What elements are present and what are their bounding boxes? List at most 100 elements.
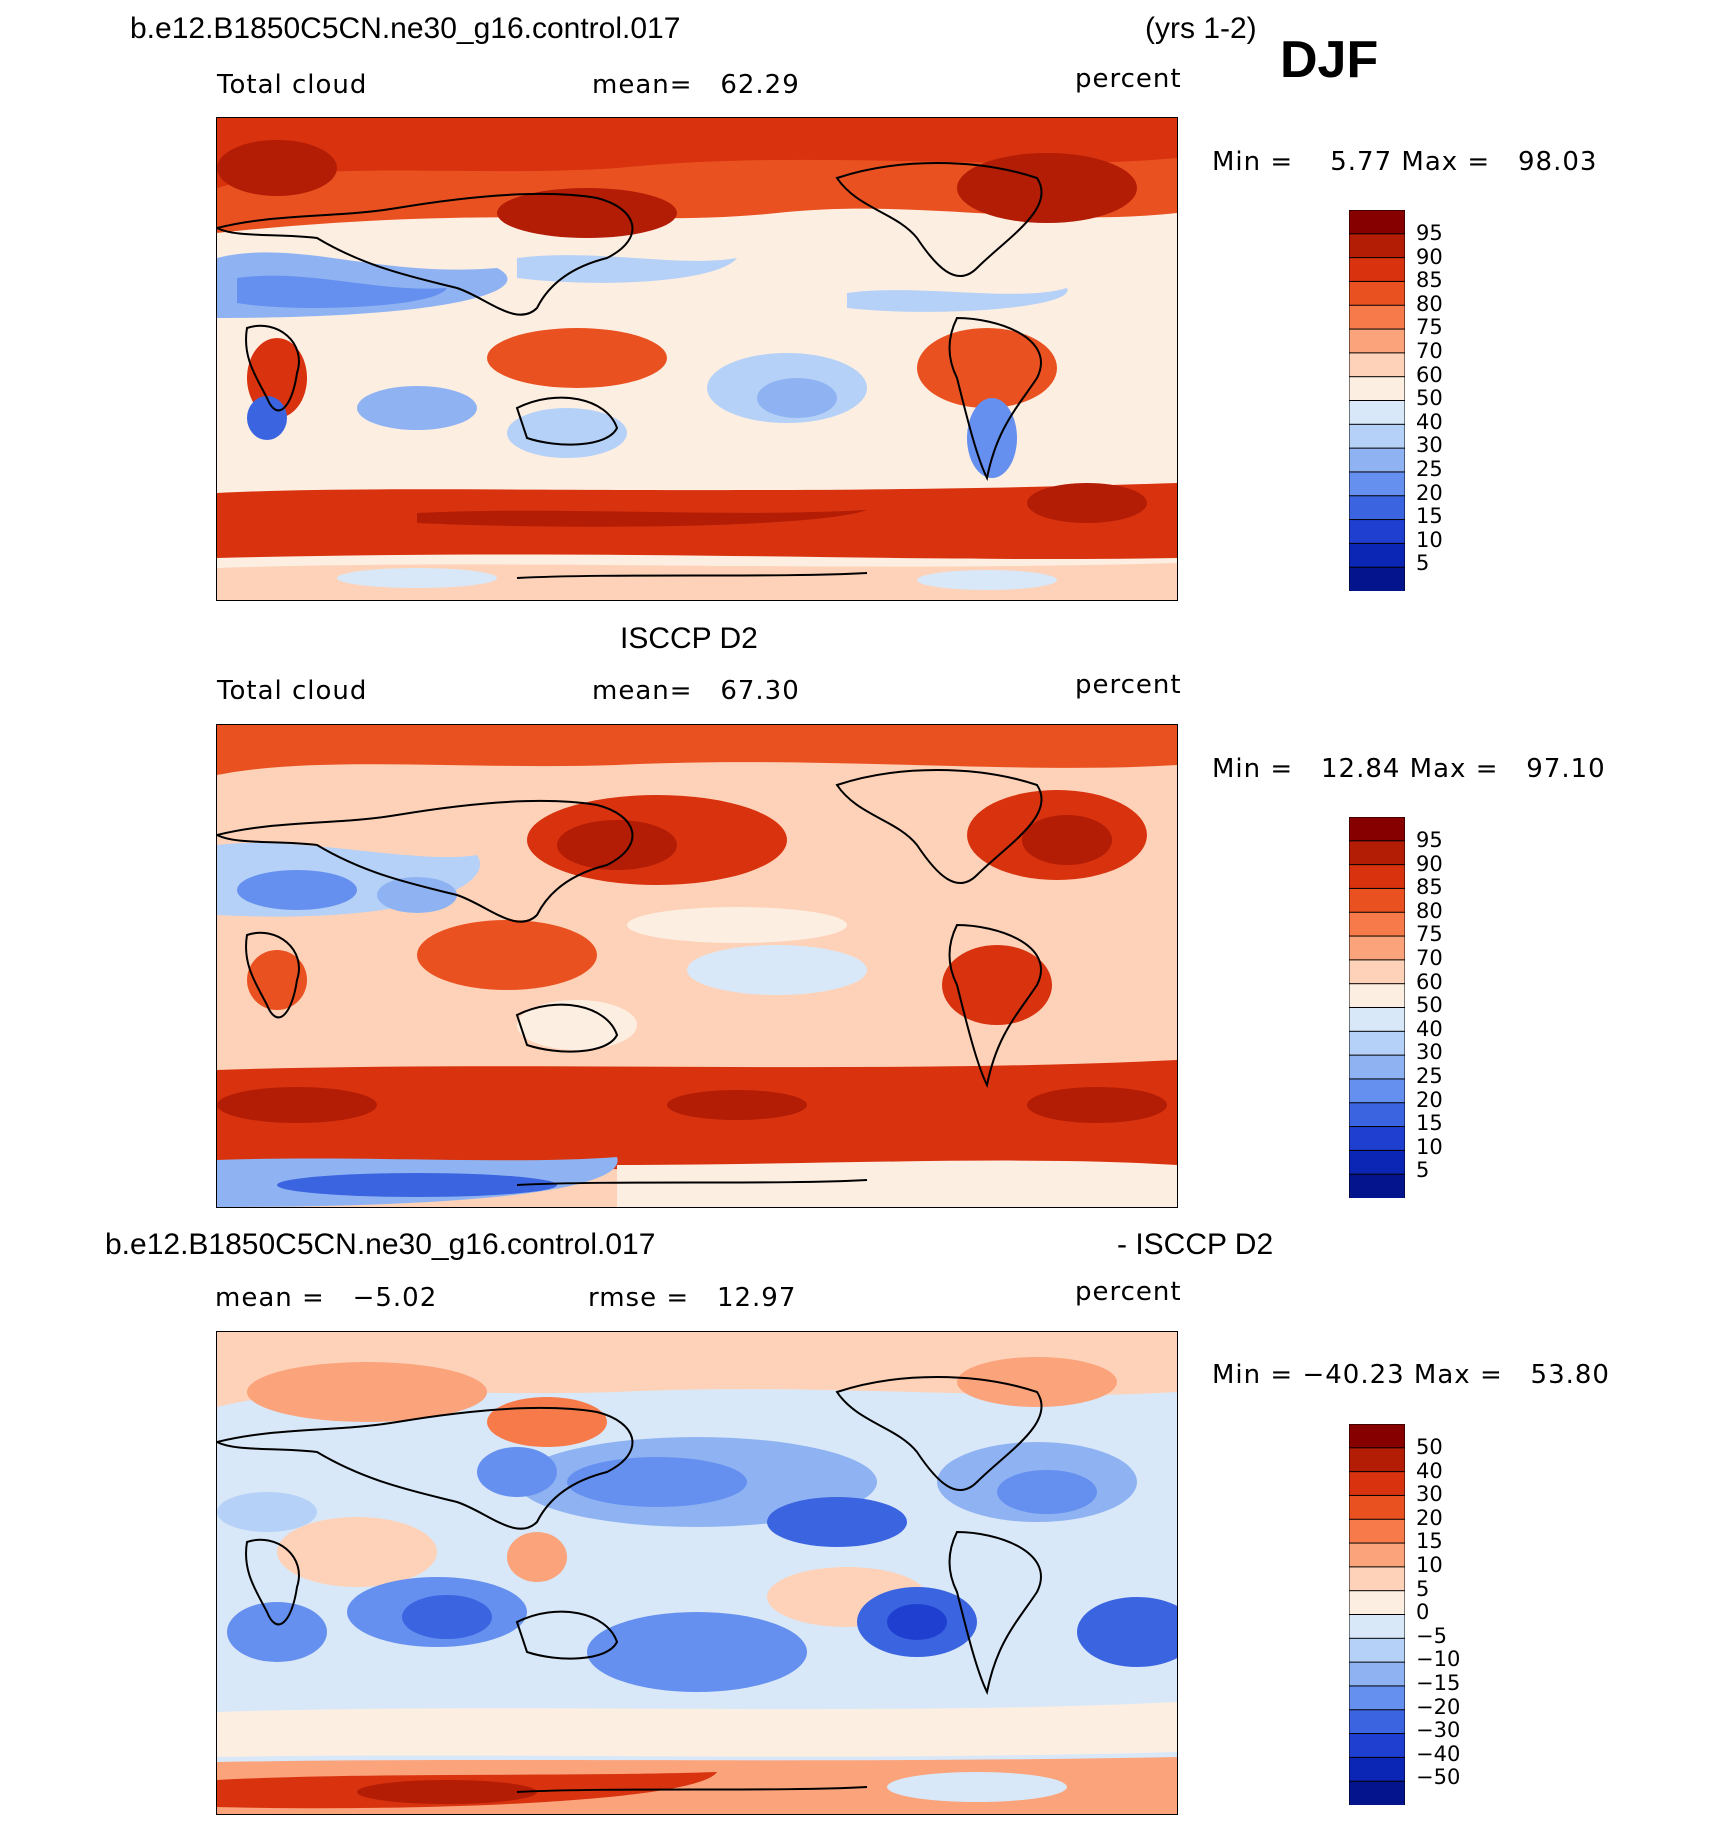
- colorbar-tick-label: −15: [1416, 1670, 1461, 1695]
- colorbar-swatch: [1349, 1173, 1405, 1198]
- colorbar-tick-label: 70: [1416, 338, 1443, 363]
- field-blob: [667, 1090, 807, 1120]
- colorbar-swatch: [1349, 1447, 1405, 1473]
- field-blob: [247, 1362, 487, 1422]
- panel2-map-svg: [217, 725, 1177, 1207]
- colorbar-swatch: [1349, 935, 1405, 961]
- field-blob: [847, 288, 1068, 312]
- panel1-minmax: Min = 5.77 Max = 98.03: [1212, 147, 1598, 177]
- panel1-units-label: percent: [1075, 64, 1182, 94]
- colorbar-swatch: [1349, 1030, 1405, 1057]
- colorbar-tick-label: 25: [1416, 1063, 1443, 1088]
- colorbar-tick-label: 5: [1416, 1158, 1430, 1183]
- colorbar-swatch: [1349, 280, 1405, 307]
- colorbar-swatch: [1349, 1590, 1405, 1616]
- panel2-title: ISCCP D2: [620, 622, 758, 655]
- field-blob: [567, 1457, 747, 1507]
- colorbar-tick-label: 5: [1416, 551, 1430, 576]
- colorbar-tick-label: 60: [1416, 362, 1443, 387]
- colorbar-swatch: [1349, 1126, 1405, 1152]
- field-blob: [967, 398, 1017, 478]
- panel3-minmax: Min = −40.23 Max = 53.80: [1212, 1360, 1610, 1390]
- colorbar-swatch: [1349, 447, 1405, 473]
- colorbar-tick-label: 60: [1416, 969, 1443, 994]
- colorbar-tick-label: 40: [1416, 1016, 1443, 1041]
- colorbar-swatch: [1349, 423, 1405, 450]
- colorbar-swatch: [1349, 1518, 1405, 1545]
- field-blob: [497, 188, 677, 238]
- colorbar-swatch: [1349, 1709, 1405, 1735]
- colorbar-swatch: [1349, 1566, 1405, 1592]
- field-blob: [997, 1470, 1097, 1514]
- field-blob: [487, 1397, 607, 1447]
- colorbar-tick-label: 70: [1416, 945, 1443, 970]
- colorbar-swatch: [1349, 1078, 1405, 1104]
- colorbar-tick-label: 10: [1416, 527, 1443, 552]
- colorbar-tick-label: 30: [1416, 433, 1443, 458]
- panel1-colorbar-labels: 95 90 85 80 75 70 60 50 40 30 25 20 15 10 5: [1416, 221, 1443, 576]
- field-blob: [507, 408, 627, 458]
- field-blob: [227, 1602, 327, 1662]
- colorbar-swatch: [1349, 1471, 1405, 1497]
- colorbar-tick-label: −50: [1416, 1765, 1461, 1790]
- coastlines: [217, 162, 1043, 579]
- panel2-mean-label: mean= 67.30: [592, 676, 800, 706]
- panel3-mean-label: mean = −5.02: [215, 1283, 438, 1313]
- colorbar-tick-label: 15: [1416, 504, 1443, 529]
- field-blob: [687, 945, 867, 995]
- colorbar-swatch: [1349, 1102, 1405, 1128]
- panel3-map-svg: [217, 1332, 1177, 1814]
- panel1-map-svg: [217, 118, 1177, 600]
- colorbar-tick-label: 0: [1416, 1600, 1430, 1625]
- colorbar-swatch: [1349, 817, 1405, 842]
- colorbar-tick-label: 85: [1416, 875, 1443, 900]
- colorbar-swatch: [1349, 542, 1405, 569]
- panel3-map: [216, 1331, 1178, 1815]
- colorbar-swatch: [1349, 376, 1405, 402]
- field-blob: [557, 820, 677, 870]
- panel2-variable-label: Total cloud: [217, 676, 368, 706]
- field-blob: [217, 1492, 317, 1532]
- field-band: [217, 1702, 1177, 1757]
- panel3-title-left: b.e12.B1850C5CN.ne30_g16.control.017: [105, 1228, 656, 1261]
- colorbar-tick-label: 40: [1416, 1458, 1443, 1483]
- field-blob: [1027, 483, 1147, 523]
- field-blob: [887, 1604, 947, 1640]
- colorbar-tick-label: 95: [1416, 828, 1443, 852]
- panel1-map: [216, 117, 1178, 601]
- colorbar-tick-label: 20: [1416, 480, 1443, 505]
- coastlines: [217, 769, 1043, 1186]
- colorbar-swatch: [1349, 566, 1405, 591]
- colorbar-tick-label: 75: [1416, 922, 1443, 947]
- panel2-colorbar-labels: 95 90 85 80 75 70 60 50 40 30 25 20 15 10 5: [1416, 828, 1443, 1183]
- colorbar-tick-label: 50: [1416, 1435, 1443, 1459]
- colorbar-tick-label: −10: [1416, 1647, 1461, 1672]
- field-band: [617, 1160, 1177, 1207]
- field-blob: [917, 570, 1057, 590]
- colorbar-swatch: [1349, 864, 1405, 890]
- panel3-colorbar-labels: 50 40 30 20 15 10 5 0 −5 −10 −15 −20 −30 −40 −50: [1416, 1435, 1461, 1790]
- coastlines: [217, 1376, 1043, 1793]
- panel3-units-label: percent: [1075, 1277, 1182, 1307]
- colorbar-swatch: [1349, 840, 1405, 866]
- field-band: [217, 118, 1177, 188]
- colorbar-tick-label: −30: [1416, 1718, 1461, 1743]
- colorbar-swatch: [1349, 1733, 1405, 1759]
- colorbar-tick-label: 90: [1416, 244, 1443, 269]
- years-label: (yrs 1-2): [1145, 12, 1257, 45]
- colorbar-tick-label: 10: [1416, 1134, 1443, 1159]
- colorbar-swatch: [1349, 304, 1405, 331]
- colorbar-tick-label: 5: [1416, 1576, 1430, 1601]
- colorbar-swatch: [1349, 1542, 1405, 1568]
- field-blob: [587, 1612, 807, 1692]
- panel3-colorbar: [1349, 1424, 1405, 1805]
- field-blob: [477, 1447, 557, 1497]
- field-blob: [417, 920, 597, 990]
- panel1-colorbar-svg: [1349, 210, 1405, 591]
- field-blob: [402, 1595, 492, 1639]
- panel3-title-right: - ISCCP D2: [1117, 1228, 1274, 1261]
- field-blob: [277, 1517, 437, 1587]
- field-blob: [487, 328, 667, 388]
- panel1-colorbar: [1349, 210, 1405, 591]
- colorbar-swatch: [1349, 1637, 1405, 1664]
